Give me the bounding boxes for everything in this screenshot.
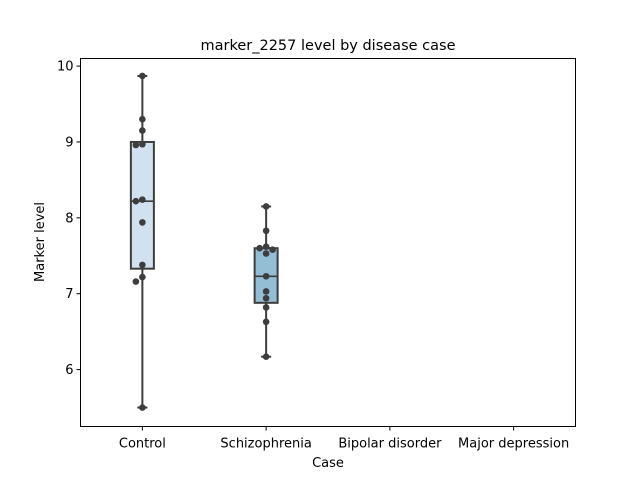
- data-point: [132, 197, 140, 205]
- data-point: [262, 243, 270, 250]
- plot-area: [129, 72, 279, 411]
- y-axis: 6 7 8 9 10: [57, 60, 81, 378]
- data-point: [132, 278, 140, 285]
- data-point: [262, 203, 270, 210]
- data-point: [139, 115, 146, 123]
- data-point: [139, 273, 146, 281]
- x-tick-label: Control: [119, 437, 166, 452]
- data-point: [262, 227, 270, 235]
- y-tick-label: 10: [57, 60, 74, 75]
- y-tick-label: 6: [65, 363, 73, 378]
- data-point: [139, 127, 146, 134]
- x-tick-label: Schizophrenia: [220, 437, 311, 452]
- data-point: [139, 261, 146, 269]
- data-point: [139, 72, 146, 80]
- data-point: [262, 304, 270, 311]
- data-point: [262, 318, 270, 326]
- data-point: [139, 140, 146, 148]
- data-point: [132, 141, 140, 149]
- plot-frame: [80, 58, 576, 427]
- data-point: [139, 404, 146, 411]
- data-point: [139, 196, 146, 203]
- x-axis-label: Case: [312, 456, 344, 471]
- data-point: [262, 272, 270, 280]
- y-tick-label: 7: [65, 287, 73, 302]
- data-point: [269, 246, 276, 254]
- data-point: [262, 294, 270, 302]
- chart-title: marker_2257 level by disease case: [201, 38, 456, 54]
- x-axis: Control Schizophrenia Bipolar disorder Majo…: [119, 426, 569, 452]
- data-point: [262, 288, 270, 295]
- y-tick-label: 8: [65, 211, 73, 226]
- box: [129, 140, 155, 270]
- x-tick-label: Major depression: [458, 437, 569, 452]
- data-point: [139, 219, 146, 226]
- y-tick-label: 9: [65, 135, 73, 150]
- y-axis-label: Marker level: [33, 202, 48, 282]
- data-point: [262, 250, 270, 257]
- x-tick-label: Bipolar disorder: [338, 437, 442, 452]
- data-point: [262, 353, 270, 360]
- data-point: [256, 244, 263, 252]
